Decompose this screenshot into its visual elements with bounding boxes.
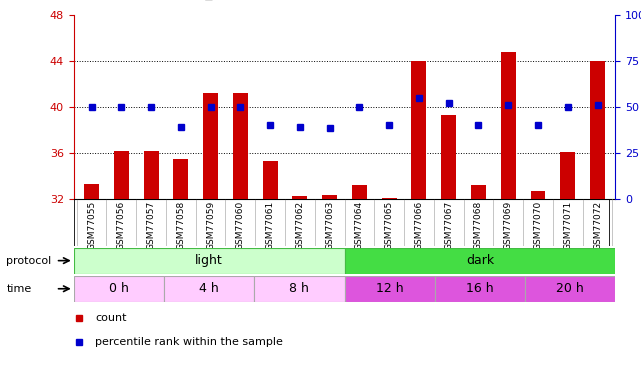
Text: 12 h: 12 h (376, 282, 403, 295)
Bar (174, 159, 188, 199)
FancyBboxPatch shape (74, 276, 164, 302)
Text: GSM77065: GSM77065 (385, 201, 394, 250)
Bar (84, 184, 99, 199)
Text: 0 h: 0 h (109, 282, 129, 295)
Text: 16 h: 16 h (466, 282, 494, 295)
Bar (263, 161, 278, 199)
Bar (441, 115, 456, 199)
Text: time: time (6, 284, 31, 294)
Text: GSM77061: GSM77061 (265, 201, 274, 250)
Text: GSM77069: GSM77069 (504, 201, 513, 250)
Bar (501, 52, 515, 199)
Text: GSM77056: GSM77056 (117, 201, 126, 250)
Bar (471, 185, 486, 199)
Text: GSM77066: GSM77066 (415, 201, 424, 250)
FancyBboxPatch shape (345, 276, 435, 302)
Text: GSM77070: GSM77070 (533, 201, 542, 250)
Text: GSM77063: GSM77063 (325, 201, 334, 250)
Text: count: count (96, 313, 127, 323)
FancyBboxPatch shape (254, 276, 345, 302)
Bar (382, 198, 397, 199)
Text: GSM77071: GSM77071 (563, 201, 572, 250)
Text: GSM77067: GSM77067 (444, 201, 453, 250)
Bar (590, 61, 605, 199)
FancyBboxPatch shape (74, 248, 345, 274)
Bar (531, 191, 545, 199)
Text: protocol: protocol (6, 256, 52, 266)
Text: GSM77057: GSM77057 (147, 201, 156, 250)
FancyBboxPatch shape (525, 276, 615, 302)
FancyBboxPatch shape (164, 276, 254, 302)
Bar (114, 150, 129, 199)
Text: percentile rank within the sample: percentile rank within the sample (96, 337, 283, 347)
Text: GSM77068: GSM77068 (474, 201, 483, 250)
Text: 20 h: 20 h (556, 282, 584, 295)
Bar (144, 150, 158, 199)
Bar (203, 93, 218, 199)
Bar (560, 152, 575, 199)
Text: GSM77060: GSM77060 (236, 201, 245, 250)
Text: GSM77059: GSM77059 (206, 201, 215, 250)
Text: light: light (196, 254, 223, 267)
Text: GSM77058: GSM77058 (176, 201, 185, 250)
FancyBboxPatch shape (435, 276, 525, 302)
Text: 8 h: 8 h (290, 282, 310, 295)
Text: GSM77062: GSM77062 (296, 201, 304, 250)
Bar (322, 195, 337, 199)
Bar (233, 93, 248, 199)
Bar (412, 61, 426, 199)
Text: GSM77064: GSM77064 (355, 201, 364, 250)
Bar (352, 185, 367, 199)
Text: GSM77055: GSM77055 (87, 201, 96, 250)
Text: dark: dark (466, 254, 494, 267)
Bar (292, 196, 307, 199)
Text: GSM77072: GSM77072 (593, 201, 602, 250)
Text: 4 h: 4 h (199, 282, 219, 295)
FancyBboxPatch shape (345, 248, 615, 274)
